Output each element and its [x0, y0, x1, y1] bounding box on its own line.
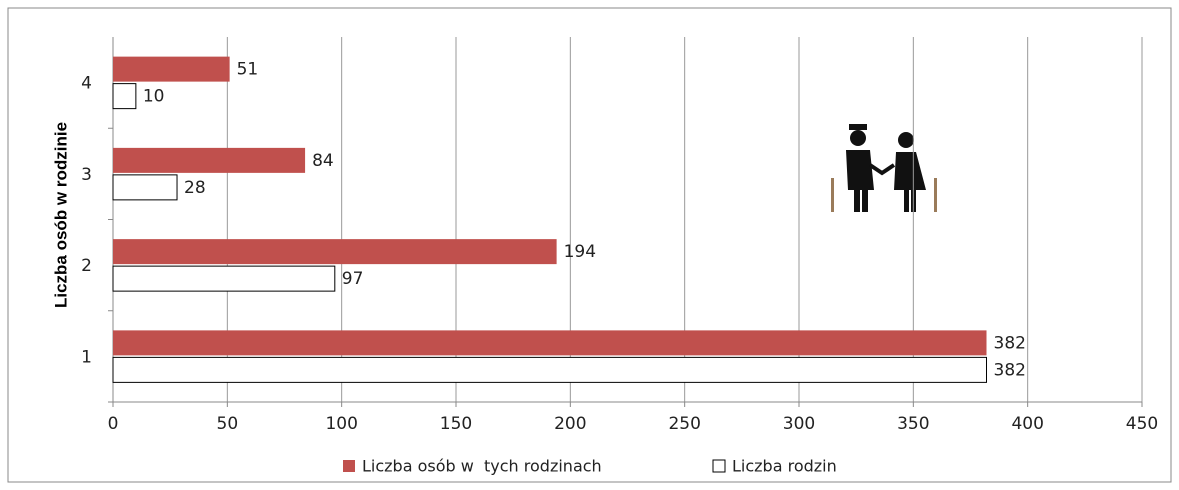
bar [113, 330, 987, 356]
bar [113, 239, 557, 265]
y-tick-label: 2 [81, 256, 92, 276]
bar [112, 265, 336, 292]
x-tick-label: 0 [108, 414, 119, 434]
x-tick-label: 250 [668, 414, 700, 434]
bar [112, 174, 178, 201]
data-label: 97 [342, 269, 364, 289]
data-label: 28 [184, 178, 206, 198]
y-tick-label: 1 [81, 347, 92, 367]
x-tick-label: 150 [440, 414, 472, 434]
x-tick-label: 200 [554, 414, 586, 434]
data-label: 84 [312, 151, 334, 171]
legend-swatch [343, 460, 355, 472]
legend-label: Liczba rodzin [732, 457, 837, 476]
bar [113, 147, 306, 173]
x-tick-label: 50 [217, 414, 239, 434]
data-label: 51 [237, 60, 259, 80]
x-tick-label: 300 [783, 414, 815, 434]
data-label: 194 [564, 242, 596, 262]
couple-icon [831, 124, 937, 212]
data-label: 382 [994, 360, 1026, 380]
x-tick-label: 400 [1011, 414, 1043, 434]
y-tick-label: 3 [81, 165, 92, 185]
bar [112, 356, 988, 383]
data-label: 382 [994, 333, 1026, 353]
legend: Liczba osób w tych rodzinach Liczba rodz… [343, 457, 837, 476]
bar [112, 83, 137, 110]
legend-swatch [712, 459, 726, 473]
y-axis-label: Liczba osób w rodzinie [51, 122, 70, 308]
y-tick-label: 4 [81, 74, 92, 94]
data-label: 10 [143, 87, 165, 107]
x-tick-label: 350 [897, 414, 929, 434]
x-tick-label: 450 [1126, 414, 1158, 434]
legend-label: Liczba osób w tych rodzinach [362, 457, 602, 476]
x-tick-label: 100 [325, 414, 357, 434]
bar [113, 56, 230, 82]
